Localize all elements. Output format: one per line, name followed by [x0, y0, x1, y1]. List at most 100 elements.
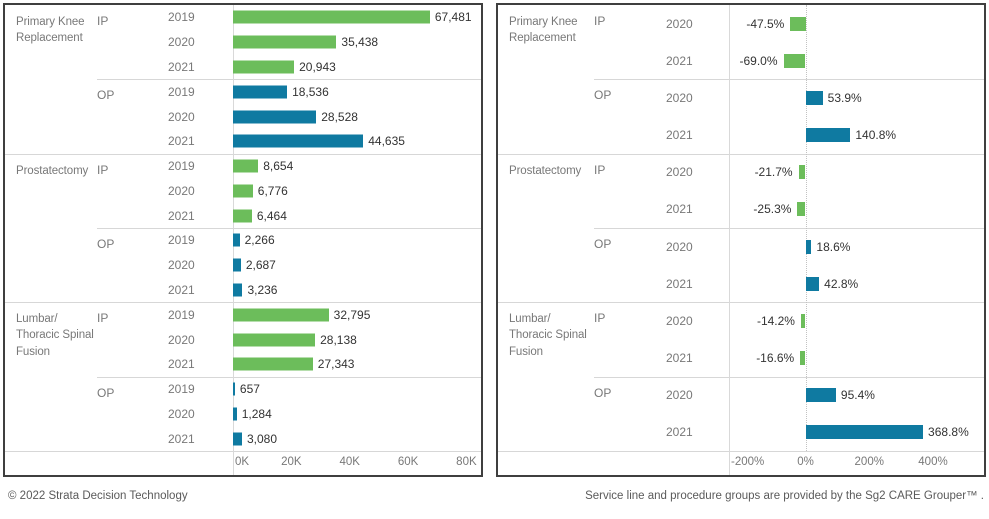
bar[interactable] — [233, 233, 240, 247]
patient-class-column: IP 2020 -21.7% 2021 -25.3% OP 2020 18.6% 2021 42.… — [594, 154, 984, 303]
bar-track: 2,266 — [233, 228, 481, 253]
bar-track: 18,536 — [233, 79, 481, 104]
axis-track: -200% 0% 200% 400% — [729, 452, 984, 475]
bar[interactable] — [233, 283, 243, 297]
zero-gridline — [805, 5, 807, 451]
axis-tick-label: 0% — [797, 456, 814, 468]
bar[interactable] — [233, 432, 242, 446]
value-label: 67,481 — [434, 10, 472, 25]
procedure-label-line: Prostatectomy — [16, 164, 89, 177]
bar[interactable] — [233, 357, 313, 371]
patient-class-label: IP — [594, 14, 606, 28]
bar[interactable] — [233, 159, 259, 173]
bar-track: 27,343 — [233, 352, 481, 377]
value-label: 28,138 — [320, 332, 357, 347]
bar-track: 35,438 — [233, 30, 481, 55]
procedure-label-line: Lumbar/ — [16, 313, 58, 326]
procedure-label-line: Lumbar/ — [509, 313, 551, 326]
bar-track: 20,943 — [233, 55, 481, 80]
bar[interactable] — [783, 53, 806, 68]
year-label: 2020 — [168, 406, 195, 421]
bar-row: 2019 657 — [168, 377, 481, 402]
axis-tick-label: 200% — [854, 456, 884, 468]
axis-tick-label: 60K — [397, 456, 419, 468]
bar[interactable] — [233, 184, 253, 198]
bar[interactable] — [233, 134, 364, 148]
procedure-label-line: Primary Knee — [16, 16, 85, 28]
bar[interactable] — [233, 333, 316, 347]
bar-track: 95.4% — [729, 377, 984, 414]
bar[interactable] — [805, 239, 812, 254]
bar-row: 2020 6,776 — [168, 178, 481, 203]
bar-track: 53.9% — [729, 79, 984, 116]
year-label: 2021 — [666, 53, 693, 68]
bar-track: 8,654 — [233, 154, 481, 179]
patient-class-group: IP 2020 -21.7% 2021 -25.3% — [594, 154, 984, 228]
bar[interactable] — [805, 425, 924, 440]
year-label: 2020 — [666, 313, 693, 328]
value-label: 28,528 — [321, 109, 358, 124]
procedure-label: Lumbar/Thoracic Spinal Fusion — [5, 302, 97, 451]
year-label: 2019 — [168, 10, 195, 25]
year-label: 2021 — [168, 431, 195, 446]
patient-class-label: OP — [97, 385, 115, 400]
bar-row: 2021 3,080 — [168, 426, 481, 451]
bar[interactable] — [805, 276, 820, 291]
axis-tick-label: 400% — [918, 456, 948, 468]
bar-track: -21.7% — [729, 154, 984, 191]
bar-row: 2021 6,464 — [168, 203, 481, 228]
bar-row: 2019 8,654 — [168, 154, 481, 179]
bar-row: 2020 28,528 — [168, 104, 481, 129]
year-label: 2021 — [168, 59, 195, 74]
bar[interactable] — [797, 202, 806, 217]
year-label: 2021 — [666, 202, 693, 217]
bar[interactable] — [805, 388, 836, 403]
bar[interactable] — [233, 407, 237, 421]
bar[interactable] — [233, 10, 430, 24]
value-label: 3,080 — [246, 431, 278, 446]
procedure-label-line: Replacement — [16, 32, 83, 45]
bar[interactable] — [233, 308, 329, 322]
bar-row: 2020 1,284 — [168, 401, 481, 426]
year-label: 2021 — [168, 134, 195, 149]
procedure-group: Prostatectomy IP 2020 -21.7% 2021 -25.3% OP 202… — [498, 153, 984, 303]
value-label: 18,536 — [292, 84, 329, 99]
year-label: 2020 — [666, 239, 693, 254]
bar[interactable] — [800, 313, 806, 328]
bar-row: 2019 2,266 — [168, 228, 481, 253]
year-label: 2019 — [168, 159, 195, 174]
patient-class-group: IP 2019 8,654 2020 6,776 2021 6,464 — [97, 154, 481, 228]
value-label: -16.6% — [756, 351, 795, 366]
bar[interactable] — [233, 258, 241, 272]
bar[interactable] — [798, 165, 806, 180]
bar[interactable] — [790, 16, 806, 31]
bar[interactable] — [233, 60, 295, 74]
bar[interactable] — [233, 209, 252, 223]
bar[interactable] — [233, 110, 317, 124]
bar-track: 2,687 — [233, 253, 481, 278]
value-label: 32,795 — [333, 307, 371, 322]
patient-class-group: OP 2019 657 2020 1,284 2021 3,080 — [97, 376, 481, 451]
percent-change-chart-grid: Primary Knee Replacement IP 2020 -47.5% 2021 -… — [498, 5, 984, 451]
bar[interactable] — [233, 85, 288, 99]
bar[interactable] — [805, 90, 823, 105]
patient-class-group: IP 2020 -14.2% 2021 -16.6% — [594, 302, 984, 376]
year-rows: 2020 95.4% 2021 368.8% — [666, 377, 984, 451]
value-label: 1,284 — [241, 406, 272, 421]
value-label: 95.4% — [840, 388, 875, 403]
procedure-group: Prostatectomy IP 2019 8,654 2020 6,776 2021 6,4… — [5, 153, 481, 303]
bar-track: 28,138 — [233, 327, 481, 352]
procedure-label: Prostatectomy — [5, 154, 97, 303]
value-label: 35,438 — [341, 35, 379, 50]
bar-row: 2020 28,138 — [168, 327, 481, 352]
axis-tick-label: 40K — [339, 456, 360, 468]
patient-class-group: IP 2019 67,481 2020 35,438 2021 20,943 — [97, 5, 481, 79]
patient-class-group: OP 2020 95.4% 2021 368.8% — [594, 376, 984, 451]
bar[interactable] — [233, 382, 235, 396]
procedure-group: Primary Knee Replacement IP 2020 -47.5% 2021 -… — [498, 5, 984, 154]
bar[interactable] — [805, 128, 851, 143]
value-label: 368.8% — [928, 425, 969, 440]
axis-tick-label: -200% — [731, 456, 765, 468]
bar[interactable] — [800, 351, 806, 366]
bar[interactable] — [233, 35, 337, 49]
